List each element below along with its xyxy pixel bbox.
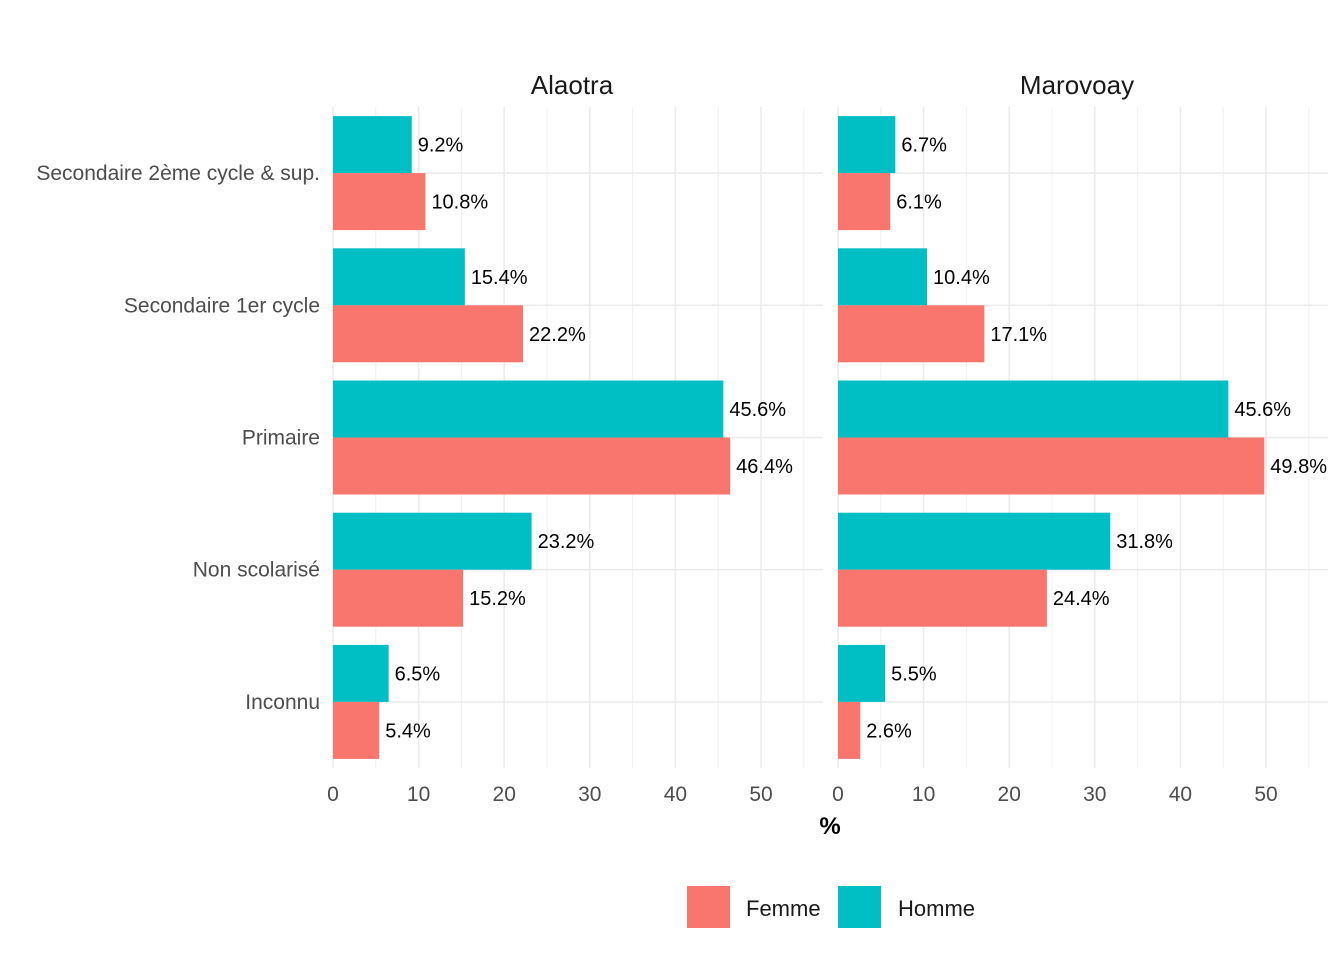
y-tick-label: Secondaire 1er cycle <box>124 294 320 317</box>
bar-homme <box>333 248 465 306</box>
bar-homme <box>838 380 1229 438</box>
data-label: 15.2% <box>469 588 526 610</box>
legend-label: Femme <box>746 896 821 921</box>
bar-homme <box>333 512 532 570</box>
data-label: 10.8% <box>431 192 488 214</box>
data-label: 46.4% <box>736 456 793 478</box>
data-label: 45.6% <box>1234 399 1291 421</box>
data-label: 45.6% <box>729 399 786 421</box>
x-tick-label: 30 <box>578 783 601 806</box>
y-tick-label: Secondaire 2ème cycle & sup. <box>36 162 320 185</box>
bar-femme <box>333 305 524 363</box>
bar-femme <box>838 437 1265 495</box>
data-label: 5.5% <box>891 663 937 685</box>
data-label: 49.8% <box>1270 456 1327 478</box>
bar-femme <box>333 569 464 627</box>
x-tick-label: 10 <box>912 783 935 806</box>
x-tick-label: 0 <box>327 783 339 806</box>
y-tick-label: Non scolarisé <box>193 559 320 582</box>
panel-title: Alaotra <box>531 70 614 100</box>
bar-homme <box>333 380 724 438</box>
legend-swatch-femme <box>687 886 730 928</box>
data-label: 22.2% <box>529 324 586 346</box>
x-tick-label: 20 <box>493 783 516 806</box>
x-tick-label: 10 <box>407 783 430 806</box>
bar-homme <box>838 644 886 702</box>
data-label: 2.6% <box>866 720 912 742</box>
data-label: 6.7% <box>901 135 947 157</box>
bar-femme <box>838 305 985 363</box>
bar-femme <box>838 569 1047 627</box>
data-label: 17.1% <box>990 324 1047 346</box>
bar-homme <box>838 512 1111 570</box>
x-tick-label: 30 <box>1083 783 1106 806</box>
x-axis-label: % <box>819 813 840 840</box>
data-label: 6.5% <box>395 663 441 685</box>
data-label: 10.4% <box>933 267 990 289</box>
bar-homme <box>838 248 928 306</box>
y-tick-label: Inconnu <box>245 691 320 714</box>
x-tick-label: 40 <box>664 783 687 806</box>
x-tick-label: 50 <box>1254 783 1277 806</box>
data-label: 23.2% <box>538 531 595 553</box>
bar-homme <box>838 116 896 174</box>
x-tick-label: 0 <box>832 783 844 806</box>
bar-femme <box>838 173 891 231</box>
bar-femme <box>333 701 380 759</box>
bar-femme <box>838 701 861 759</box>
bar-homme <box>333 644 389 702</box>
x-tick-label: 40 <box>1169 783 1192 806</box>
x-tick-label: 50 <box>749 783 772 806</box>
x-tick-label: 20 <box>998 783 1021 806</box>
bar-femme <box>333 173 426 231</box>
data-label: 9.2% <box>418 135 464 157</box>
legend-label: Homme <box>898 896 975 921</box>
data-label: 15.4% <box>471 267 528 289</box>
data-label: 6.1% <box>896 192 942 214</box>
data-label: 5.4% <box>385 720 431 742</box>
data-label: 31.8% <box>1116 531 1173 553</box>
y-tick-label: Primaire <box>242 427 320 450</box>
legend-swatch-homme <box>838 886 881 928</box>
data-label: 24.4% <box>1053 588 1110 610</box>
bar-femme <box>333 437 731 495</box>
bar-homme <box>333 116 412 174</box>
panel-title: Marovoay <box>1020 70 1134 100</box>
